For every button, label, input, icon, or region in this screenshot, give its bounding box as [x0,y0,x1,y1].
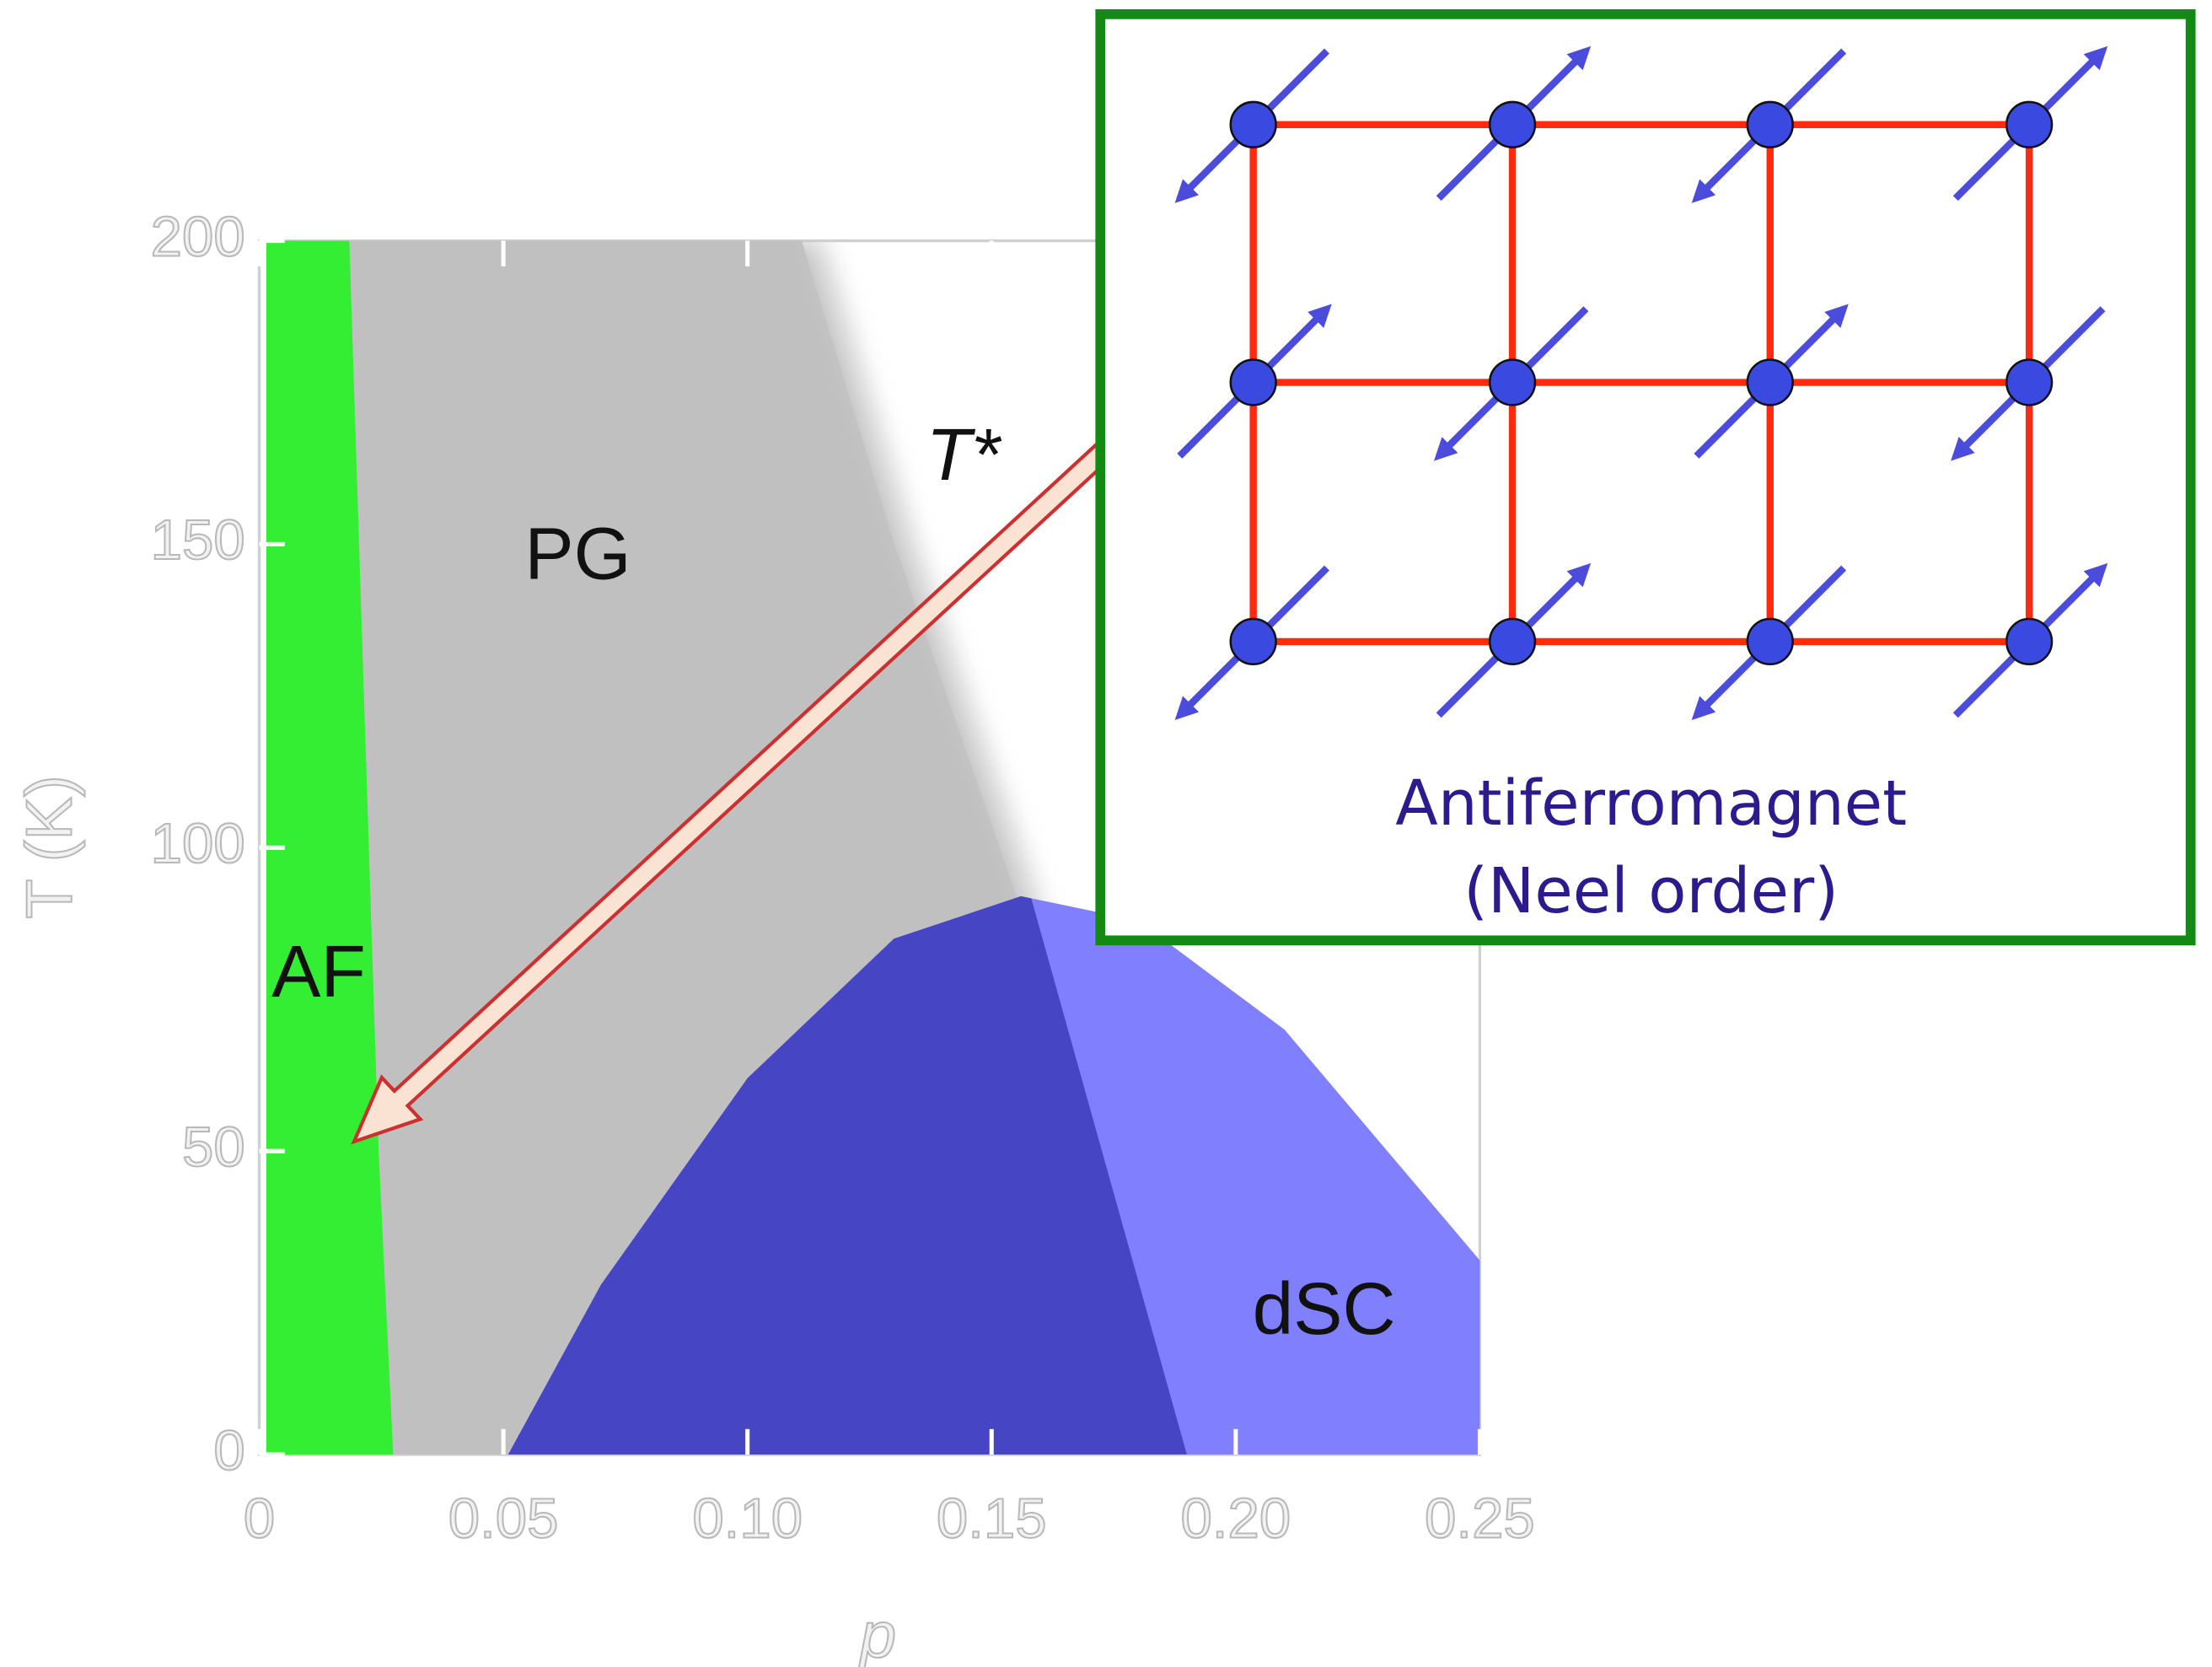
spin-site [1231,102,1276,148]
region-label: PG [524,513,631,595]
x-tick-label: 0.25 [1425,1487,1535,1550]
spin-site [1490,619,1535,664]
spin-site [2006,360,2052,406]
x-axis-label: p [858,1599,896,1667]
region-label: dSC [1253,1267,1396,1350]
spin-site [1490,360,1535,406]
spin-site [2006,619,2052,664]
spin-site [1490,102,1535,148]
x-tick-label: 0.20 [1180,1487,1291,1550]
region-label: AF [271,930,366,1013]
y-tick-label: 0 [213,1419,244,1482]
spin-site [1231,360,1276,406]
spin-site [1748,102,1793,148]
y-tick-label: 100 [151,812,245,875]
inset-subtitle: (Neel order) [1463,855,1839,928]
figure: 0 0.05 0.10 0.15 0.20 0.25 0 50 100 150 200 p T (K… [0,0,2212,1667]
x-tick-label: 0.15 [937,1487,1047,1550]
y-tick-label: 50 [182,1116,245,1179]
x-tick-label: 0.10 [692,1487,803,1550]
x-tick-label: 0.05 [448,1487,559,1550]
spin-site [2006,102,2052,148]
y-tick-label: 150 [151,508,245,572]
y-tick-label: 200 [151,205,245,268]
y-axis-label: T (K) [13,775,85,918]
spin-site [1748,360,1793,406]
spin-site [1748,619,1793,664]
region-label: T* [926,413,1002,496]
spin-site [1231,619,1276,664]
x-tick-label: 0 [244,1487,275,1550]
inset-title: Antiferromagnet [1395,767,1907,840]
